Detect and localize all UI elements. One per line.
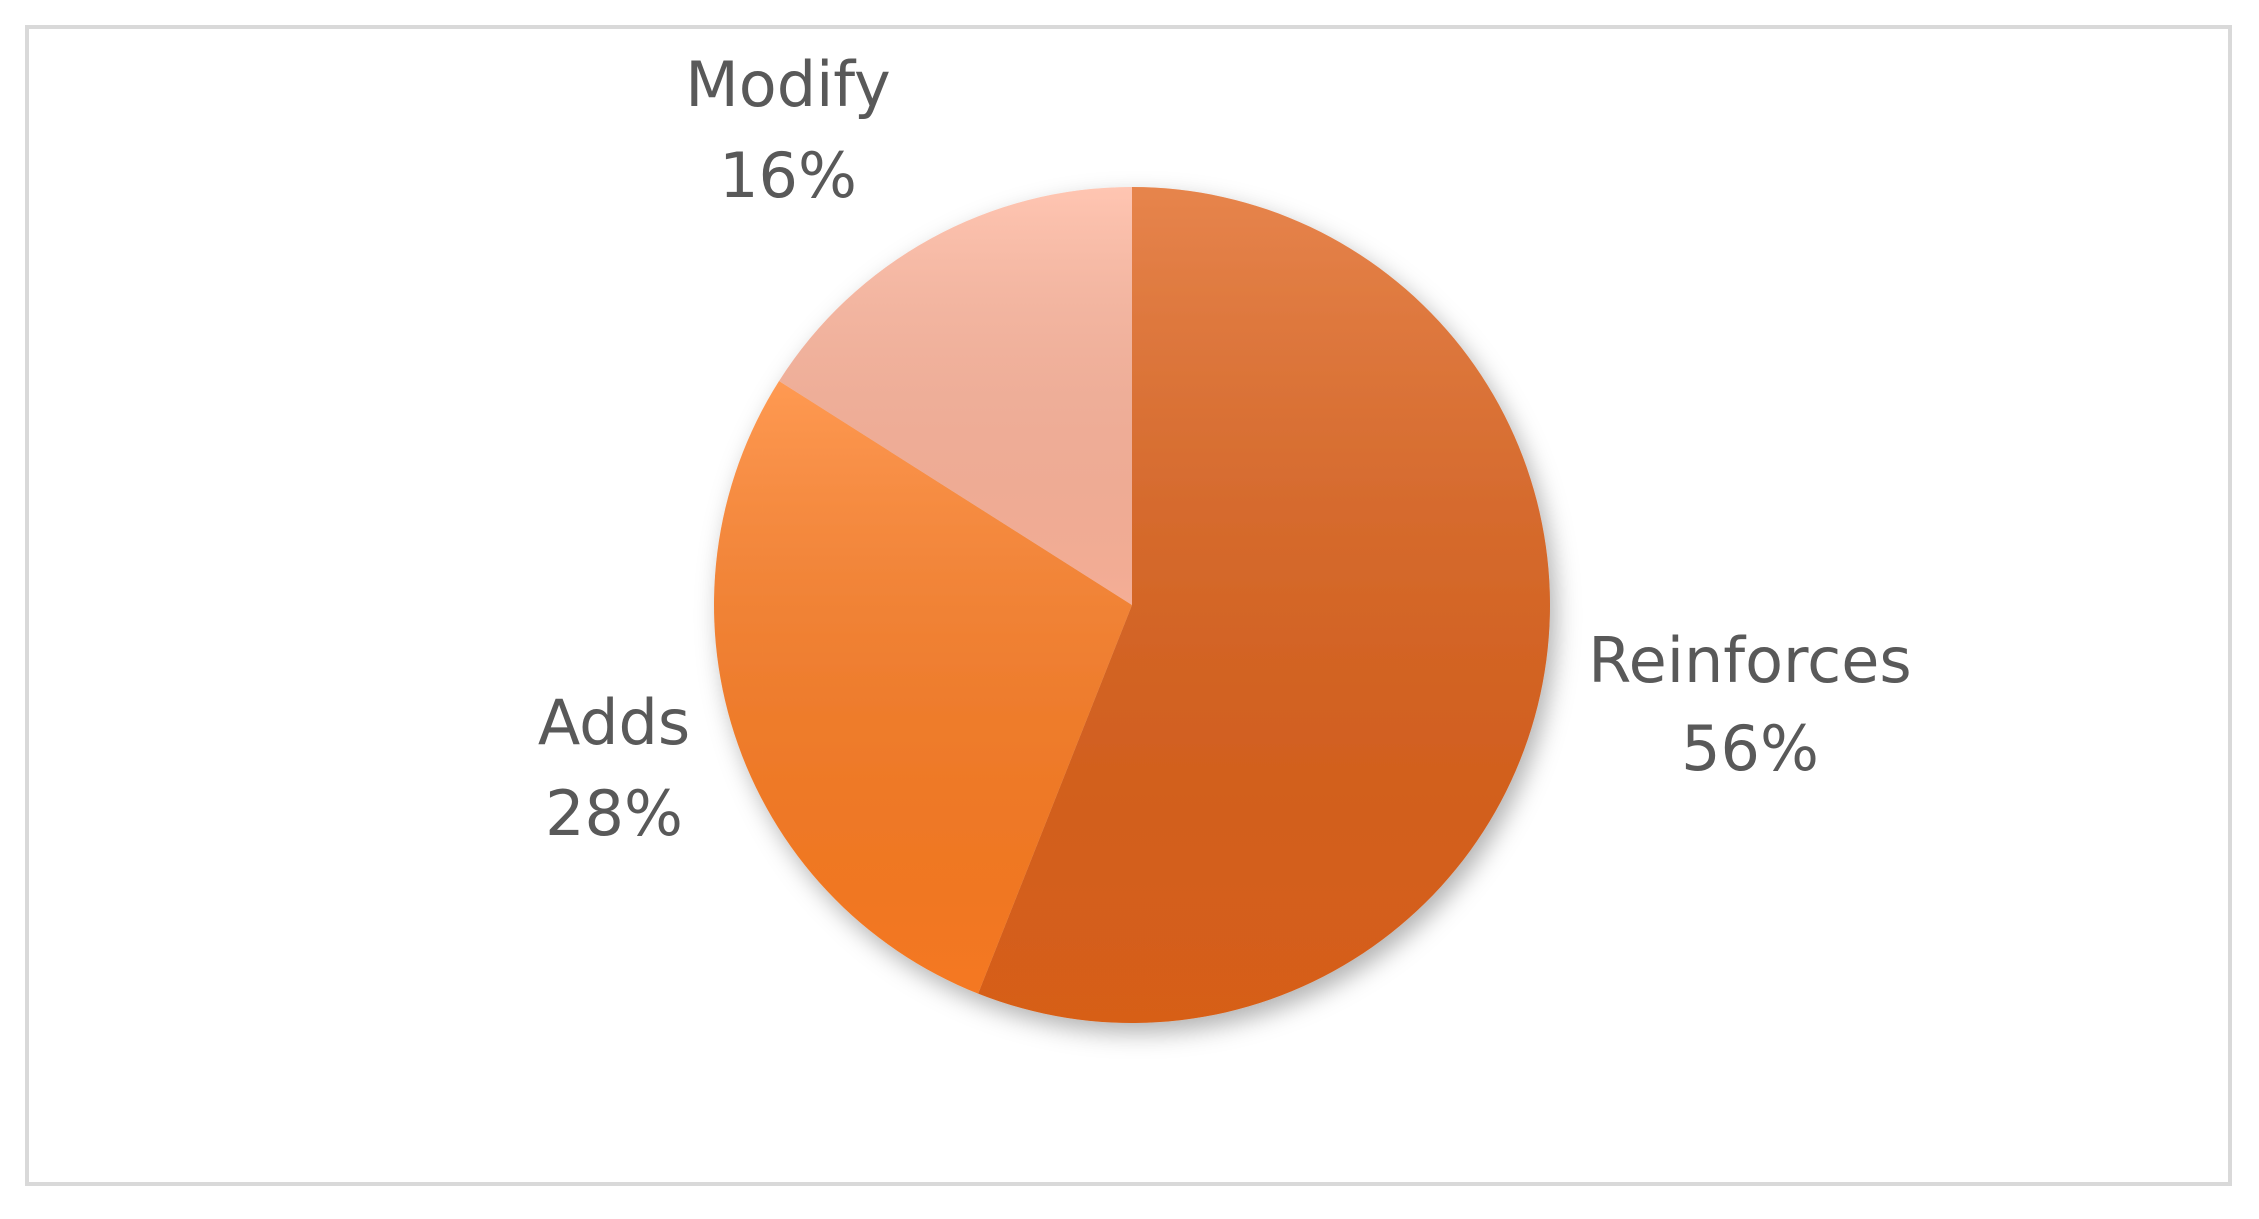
slice-label: Modify [685,48,890,121]
slice-label: Adds [538,686,690,759]
slice-value-label: 16% [719,139,857,212]
slice-value-label: 28% [545,777,683,850]
slice-value-label: 56% [1681,712,1819,785]
slice-label: Reinforces [1588,624,1911,697]
pie [714,187,1551,1023]
